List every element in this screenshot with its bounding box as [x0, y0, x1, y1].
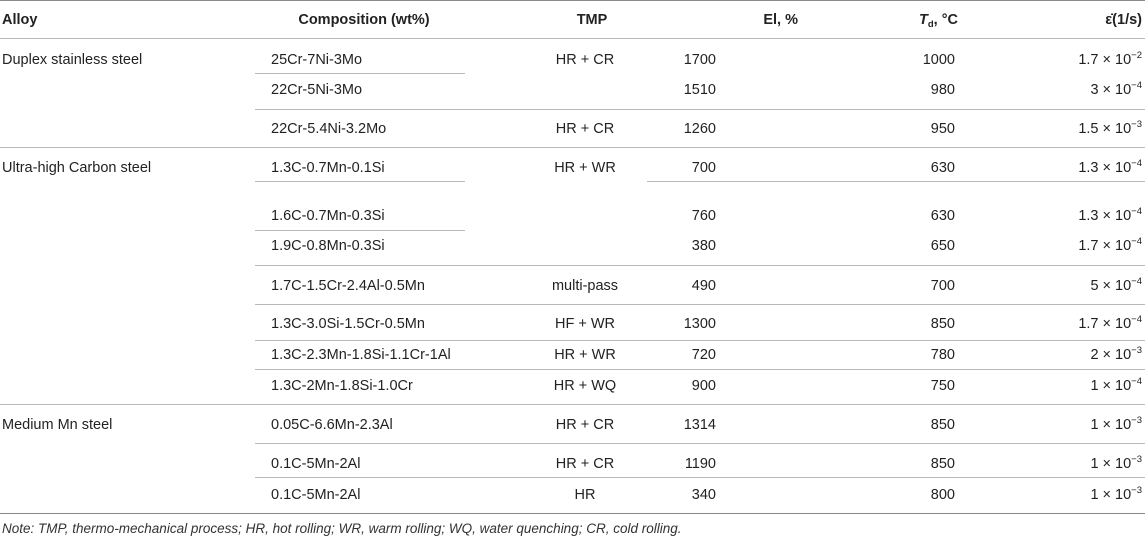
- header-td-subscript: d: [927, 19, 934, 30]
- elongation-cell: 1190: [684, 456, 716, 472]
- row-divider: [647, 181, 1145, 182]
- tmp-cell: HR + WQ: [553, 378, 617, 394]
- strain-rate-cell: 3 × 10−4: [1090, 80, 1142, 98]
- composition-cell: 25Cr-7Ni-3Mo: [271, 52, 363, 68]
- tmp-cell: HR + CR: [555, 456, 615, 472]
- composition-cell: 0.05C-6.6Mn-2.3Al: [271, 417, 393, 433]
- strain-rate-cell: 2 × 10−3: [1090, 345, 1142, 363]
- tmp-cell: HR + WR: [554, 160, 616, 176]
- elongation-cell: 340: [691, 487, 716, 503]
- header-td-unit: , °C: [933, 12, 958, 28]
- row-divider: [255, 477, 1145, 478]
- temperature-cell: 1000: [922, 52, 955, 68]
- strain-rate-cell: 1 × 10−3: [1090, 415, 1142, 433]
- elongation-cell: 1260: [683, 121, 716, 137]
- header-tmp: TMP: [576, 12, 608, 28]
- row-divider: [255, 340, 1145, 341]
- tmp-cell: HR + CR: [555, 417, 615, 433]
- header-bottom-rule: [0, 38, 1145, 39]
- temperature-cell: 750: [930, 378, 955, 394]
- elongation-cell: 1510: [683, 82, 716, 98]
- temperature-cell: 850: [930, 316, 955, 332]
- strain-rate-cell: 1.3 × 10−4: [1078, 158, 1142, 176]
- header-top-rule: [0, 0, 1145, 1]
- elongation-cell: 760: [691, 208, 716, 224]
- composition-cell: 1.3C-3.0Si-1.5Cr-0.5Mn: [271, 316, 425, 332]
- strain-rate-cell: 1 × 10−3: [1090, 485, 1142, 503]
- temperature-cell: 850: [930, 456, 955, 472]
- header-elongation: El, %: [763, 12, 798, 28]
- temperature-cell: 950: [930, 121, 955, 137]
- strain-rate-cell: 1.5 × 10−3: [1078, 119, 1142, 137]
- table-note: Note: TMP, thermo-mechanical process; HR…: [2, 521, 682, 536]
- elongation-cell: 1700: [683, 52, 716, 68]
- header-deformation-temperature: Td, °C: [919, 11, 958, 29]
- row-divider: [255, 181, 465, 182]
- elongation-cell: 720: [691, 347, 716, 363]
- composition-cell: 1.3C-2.3Mn-1.8Si-1.1Cr-1Al: [271, 347, 451, 363]
- temperature-cell: 630: [930, 208, 955, 224]
- composition-cell: 0.1C-5Mn-2Al: [271, 456, 361, 472]
- elongation-cell: 700: [691, 160, 716, 176]
- group-divider: [0, 147, 1145, 148]
- temperature-cell: 650: [930, 238, 955, 254]
- row-divider: [255, 109, 1145, 110]
- composition-cell: 22Cr-5Ni-3Mo: [271, 82, 363, 98]
- strain-rate-cell: 1.7 × 10−4: [1078, 236, 1142, 254]
- composition-cell: 1.3C-0.7Mn-0.1Si: [271, 160, 385, 176]
- tmp-cell: HR: [574, 487, 596, 503]
- tmp-cell: HF + WR: [554, 316, 616, 332]
- header-alloy: Alloy: [2, 12, 38, 28]
- elongation-cell: 900: [691, 378, 716, 394]
- temperature-cell: 780: [930, 347, 955, 363]
- composition-cell: 0.1C-5Mn-2Al: [271, 487, 361, 503]
- composition-cell: 22Cr-5.4Ni-3.2Mo: [271, 121, 387, 137]
- composition-cell: 1.3C-2Mn-1.8Si-1.0Cr: [271, 378, 413, 394]
- row-divider: [255, 443, 1145, 444]
- temperature-cell: 800: [930, 487, 955, 503]
- strain-rate-cell: 1 × 10−4: [1090, 376, 1142, 394]
- alloy-label: Ultra-high Carbon steel: [2, 160, 152, 176]
- alloy-label: Medium Mn steel: [2, 417, 113, 433]
- row-divider: [255, 369, 1145, 370]
- row-divider: [255, 304, 1145, 305]
- strain-rate-cell: 1.3 × 10−4: [1078, 206, 1142, 224]
- temperature-cell: 850: [930, 417, 955, 433]
- composition-cell: 1.7C-1.5Cr-2.4Al-0.5Mn: [271, 278, 425, 294]
- group-divider: [0, 404, 1145, 405]
- header-composition: Composition (wt%): [298, 12, 430, 28]
- temperature-cell: 700: [930, 278, 955, 294]
- elongation-cell: 1300: [683, 316, 716, 332]
- table-bottom-rule: [0, 513, 1145, 514]
- row-divider: [255, 230, 465, 231]
- composition-cell: 1.6C-0.7Mn-0.3Si: [271, 208, 385, 224]
- elongation-cell: 1314: [683, 417, 716, 433]
- tmp-cell: HR + CR: [555, 121, 615, 137]
- row-divider: [255, 73, 465, 74]
- strain-rate-cell: 1 × 10−3: [1090, 454, 1142, 472]
- tmp-cell: multi-pass: [551, 278, 619, 294]
- header-td-symbol: T: [919, 12, 928, 28]
- strain-rate-cell: 1.7 × 10−4: [1078, 314, 1142, 332]
- elongation-cell: 380: [691, 238, 716, 254]
- strain-rate-cell: 5 × 10−4: [1090, 276, 1142, 294]
- elongation-cell: 490: [691, 278, 716, 294]
- composition-cell: 1.9C-0.8Mn-0.3Si: [271, 238, 385, 254]
- temperature-cell: 980: [930, 82, 955, 98]
- strain-rate-cell: 1.7 × 10−2: [1078, 50, 1142, 68]
- tmp-cell: HR + WR: [554, 347, 616, 363]
- temperature-cell: 630: [930, 160, 955, 176]
- row-divider: [255, 265, 1145, 266]
- tmp-cell: HR + CR: [555, 52, 615, 68]
- alloy-label: Duplex stainless steel: [2, 52, 143, 68]
- header-strain-rate: ε̇(1/s): [1105, 12, 1142, 28]
